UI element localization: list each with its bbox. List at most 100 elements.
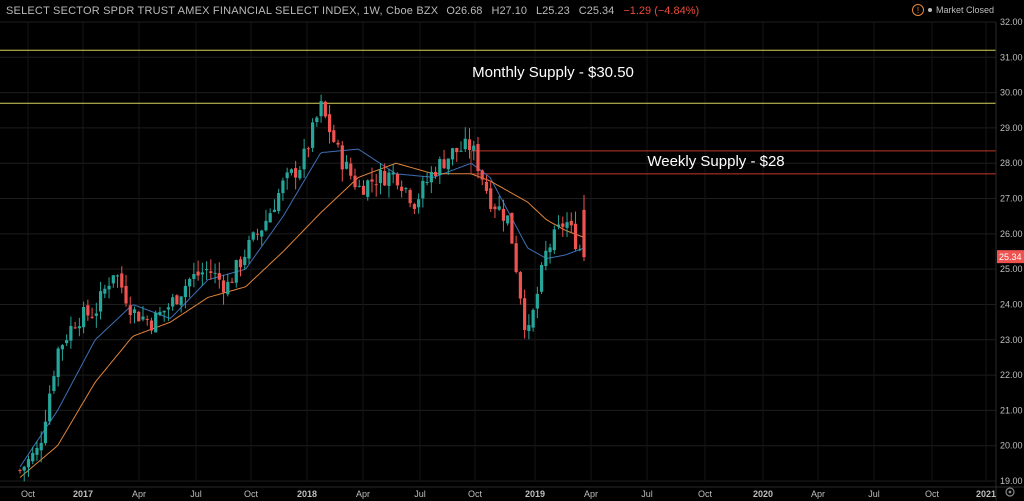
- candle-body: [438, 159, 442, 176]
- candle-body: [552, 229, 556, 251]
- candle-body: [56, 348, 60, 377]
- settings-icon[interactable]: [1005, 487, 1015, 497]
- candle-body: [569, 220, 573, 226]
- candle-body: [539, 264, 544, 292]
- candle-body: [18, 470, 22, 472]
- candle-body: [86, 305, 90, 316]
- market-status[interactable]: ! Market Closed: [911, 4, 994, 16]
- candle-body: [311, 122, 315, 148]
- candle-body: [204, 269, 209, 271]
- last-price-label: 25.34: [999, 252, 1022, 262]
- candle-body: [319, 101, 323, 117]
- candle-body: [527, 325, 531, 331]
- monthly-supply-annotation: Monthly Supply - $30.50: [472, 64, 634, 81]
- candle-body: [149, 320, 154, 331]
- candle-body: [378, 169, 383, 184]
- candle-body: [383, 170, 387, 186]
- y-tick-label: 30.00: [1000, 88, 1023, 98]
- candle-body: [243, 256, 247, 266]
- candle-body: [433, 171, 438, 177]
- y-tick-label: 29.00: [1000, 123, 1023, 133]
- candle-body: [26, 459, 31, 468]
- candle-body: [463, 138, 467, 150]
- x-tick-label: Jul: [414, 489, 426, 499]
- y-tick-label: 23.00: [1000, 335, 1023, 345]
- candle-body: [179, 296, 183, 306]
- symbol-title[interactable]: SELECT SECTOR SPDR TRUST AMEX FINANCIAL …: [6, 5, 439, 17]
- candle-body: [120, 273, 124, 288]
- candle-body: [98, 291, 103, 312]
- candle-body: [103, 288, 107, 294]
- candle-body: [141, 316, 145, 320]
- y-tick-label: 32.00: [1000, 17, 1023, 27]
- candle-body: [230, 281, 234, 283]
- candle-body: [52, 376, 56, 391]
- candle-body: [429, 171, 433, 183]
- candle-body: [107, 285, 111, 290]
- y-tick-label: 22.00: [1000, 370, 1023, 380]
- candle-body: [226, 281, 230, 295]
- low-value: L25.23: [536, 5, 570, 17]
- open-value: O26.68: [446, 5, 483, 17]
- candle-body: [421, 180, 425, 199]
- candle-body: [65, 340, 69, 344]
- warning-icon: !: [911, 4, 924, 16]
- candle-body: [221, 280, 226, 293]
- candle-body: [277, 193, 281, 211]
- x-tick-label: Oct: [698, 489, 713, 499]
- time-axis[interactable]: Oct 2017 Apr Jul Oct 2018 Apr Jul Oct 2019 Apr Jul O…: [0, 486, 1024, 499]
- status-dot-icon: [927, 8, 932, 12]
- candle-body: [213, 272, 217, 274]
- candle-body: [357, 185, 361, 187]
- chart-header: SELECT SECTOR SPDR TRUST AMEX FINANCIAL …: [0, 0, 1024, 22]
- price-axis[interactable]: 19.00 20.00 21.00 22.00 23.00 24.00 25.00 26.00…: [995, 17, 1023, 501]
- ma-fast-line: [19, 148, 585, 468]
- candle-body: [459, 150, 463, 152]
- close-value: C25.34: [578, 5, 615, 17]
- y-tick-label: 20.00: [1000, 441, 1023, 451]
- candle-body: [137, 311, 141, 322]
- candle-body: [573, 223, 578, 250]
- candle-body: [408, 190, 412, 204]
- candle-body: [370, 179, 374, 182]
- candle-body: [476, 144, 480, 172]
- candle-body: [188, 278, 192, 287]
- candle-body: [264, 220, 268, 231]
- candle-body: [344, 161, 349, 169]
- y-tick-label: 19.00: [1000, 476, 1023, 486]
- candle-body: [234, 260, 238, 283]
- candle-body: [450, 148, 455, 160]
- candle-body: [480, 170, 484, 180]
- candle-body: [48, 393, 52, 422]
- candle-body: [484, 181, 489, 191]
- candle-body: [196, 271, 200, 276]
- candle-body: [183, 285, 187, 298]
- x-tick-label: Jul: [641, 489, 653, 499]
- candle-body: [272, 209, 277, 212]
- candle-body: [332, 130, 336, 142]
- candle-body: [523, 298, 527, 330]
- candle-body: [132, 309, 137, 314]
- candle-body: [366, 180, 370, 197]
- candle-body: [455, 147, 459, 153]
- ma-slow-line: [19, 162, 585, 478]
- candle-body: [501, 208, 506, 221]
- weekly-supply-annotation: Weekly Supply - $28: [647, 153, 784, 170]
- candle-body: [323, 101, 327, 117]
- candle-body: [285, 172, 289, 179]
- candle-body: [391, 172, 395, 175]
- candle-body: [94, 313, 98, 316]
- candle-body: [506, 215, 510, 224]
- candle-body: [171, 297, 175, 307]
- candle-body: [446, 158, 450, 170]
- candle-body: [315, 117, 319, 123]
- supply-levels: [0, 49, 996, 175]
- candle-body: [556, 224, 561, 227]
- candle-body: [467, 139, 472, 151]
- y-tick-label: 21.00: [1000, 405, 1023, 415]
- candle-body: [255, 233, 260, 235]
- ohlc-readout: O26.68 H27.10 L25.23 C25.34 −1.29 (−4.84…: [446, 5, 705, 17]
- last-price-tag-box: [997, 250, 1024, 264]
- candle-body: [111, 275, 115, 284]
